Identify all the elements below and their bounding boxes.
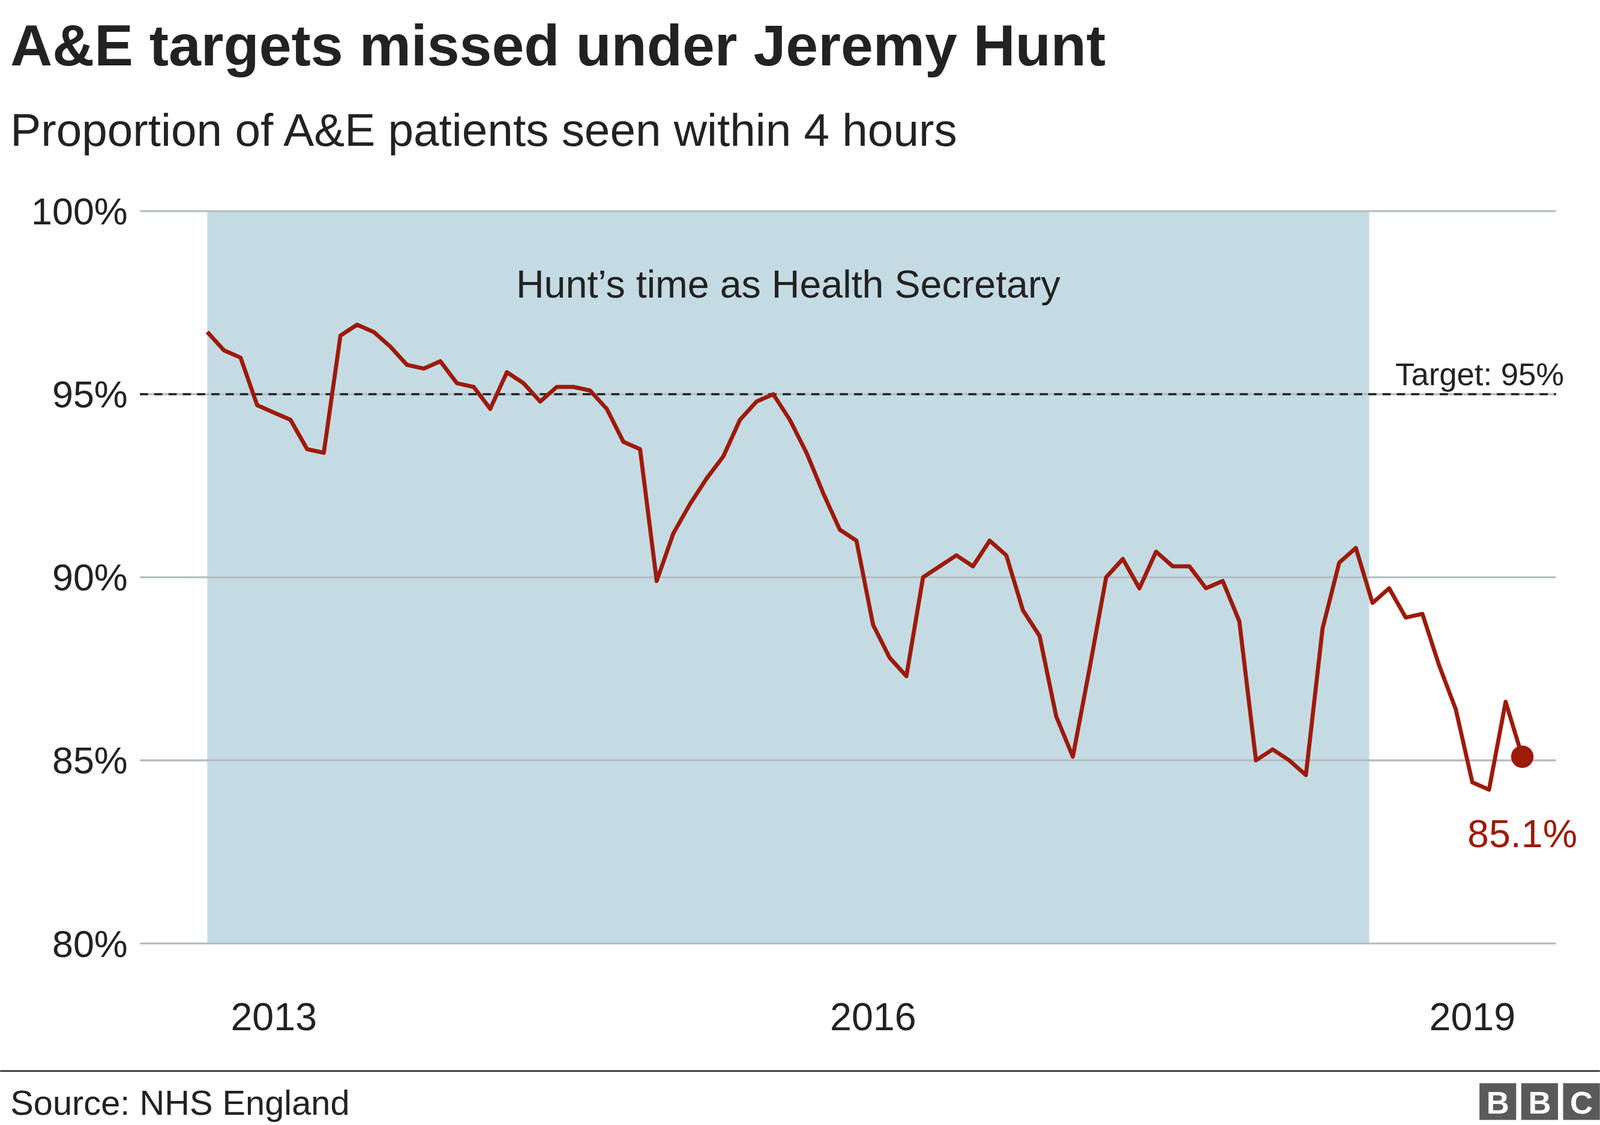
logo-box [1479, 1083, 1516, 1120]
x-tick-label: 2016 [830, 995, 917, 1039]
end-marker [1511, 745, 1534, 768]
y-tick-label: 90% [52, 556, 128, 599]
y-tick-label: 85% [52, 739, 128, 782]
subtitle: Proportion of A&E patients seen within 4… [10, 104, 957, 156]
annotation-label: Hunt’s time as Health Secretary [516, 262, 1062, 307]
logo-box [1521, 1083, 1558, 1120]
y-tick-label: 95% [52, 373, 128, 416]
chart: A&E targets missed under Jeremy Hunt Prop… [0, 0, 1600, 1125]
target-line [139, 393, 1556, 395]
grid-line [139, 210, 1556, 212]
logo-box [1563, 1083, 1600, 1120]
y-tick-label: 80% [52, 923, 128, 966]
source: Source: NHS England [10, 1083, 350, 1123]
title: A&E targets missed under Jeremy Hunt [10, 12, 1106, 79]
plot-area [207, 324, 1534, 790]
target-label: Target: 95% [1395, 356, 1564, 392]
grid-line [139, 393, 1556, 395]
logo-letter: B [1486, 1085, 1510, 1121]
logo-text: BBC [1486, 1085, 1593, 1121]
grid-line [139, 942, 1556, 945]
logo-letter: B [1527, 1085, 1551, 1121]
data-label: 85.1% [1467, 812, 1578, 856]
footer-rule [0, 1070, 1600, 1073]
data-line [207, 324, 1522, 790]
logo-letter: C [1569, 1085, 1593, 1121]
x-tick-label: 2019 [1428, 995, 1516, 1039]
grid-line [139, 759, 1556, 762]
logo: BBC [1479, 1083, 1600, 1121]
grid-line [139, 576, 1556, 578]
x-tick-label: 2013 [230, 995, 317, 1039]
y-tick-label: 100% [31, 190, 128, 233]
